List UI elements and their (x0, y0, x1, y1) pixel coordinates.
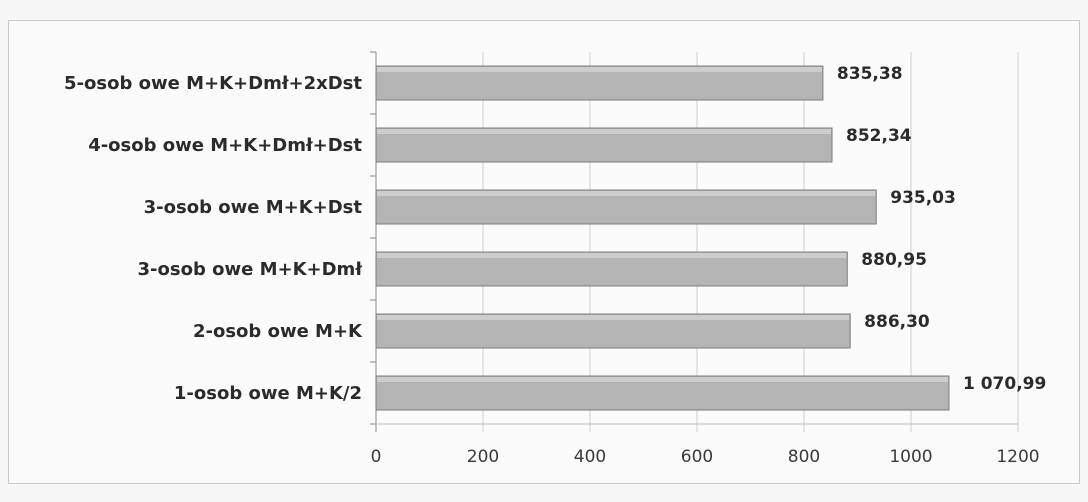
category-label: 5-osob owe M+K+Dmł+2xDst (64, 73, 362, 94)
category-label: 3-osob owe M+K+Dmł (138, 259, 364, 280)
x-axis-tick-labels: 0 200 400 600 800 1000 1200 (371, 447, 1040, 467)
gridlines (370, 51, 1019, 432)
value-label: 886,30 (864, 312, 930, 332)
value-labels: 835,38 852,34 935,03 880,95 886,30 1 070,99 (837, 64, 1046, 394)
value-label: 835,38 (837, 64, 903, 84)
bar-highlight (377, 253, 847, 258)
x-tick-label: 600 (681, 447, 713, 467)
bars (375, 65, 950, 411)
x-tick-label: 800 (788, 447, 820, 467)
x-tick-label: 0 (371, 447, 382, 467)
x-tick-label: 1200 (996, 447, 1039, 467)
x-tick-label: 400 (574, 447, 606, 467)
value-label: 935,03 (890, 188, 956, 208)
bar-highlight (377, 315, 850, 320)
value-label: 880,95 (861, 250, 927, 270)
bar-highlight (377, 67, 822, 72)
value-label: 852,34 (846, 126, 912, 146)
bar-highlight (377, 191, 876, 196)
x-tick-label: 200 (467, 447, 499, 467)
category-labels: 5-osob owe M+K+Dmł+2xDst 4-osob owe M+K+D… (64, 73, 363, 404)
bar-highlight (377, 377, 948, 382)
category-label: 2-osob owe M+K (193, 321, 363, 342)
category-label: 3-osob owe M+K+Dst (144, 197, 363, 218)
x-tick-label: 1000 (889, 447, 932, 467)
category-label: 1-osob owe M+K/2 (174, 383, 362, 404)
category-label: 4-osob owe M+K+Dmł+Dst (88, 135, 362, 156)
bar-highlight (377, 129, 832, 134)
value-label: 1 070,99 (963, 374, 1046, 394)
